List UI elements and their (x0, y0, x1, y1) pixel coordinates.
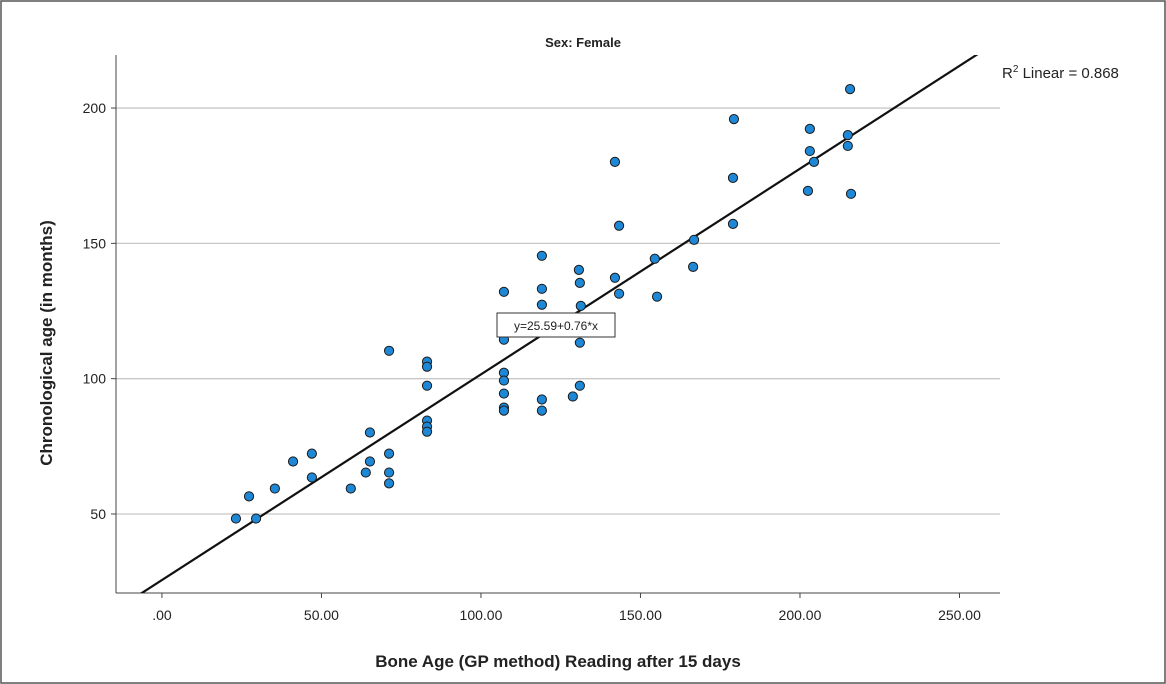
point (421, 361, 433, 372)
point (536, 250, 547, 261)
point (802, 185, 814, 196)
point (609, 156, 621, 167)
point (498, 286, 510, 297)
y-tick-label: 100 (83, 371, 107, 387)
point (230, 513, 242, 524)
point (575, 300, 586, 311)
point (383, 478, 395, 489)
r2-base: R (1002, 65, 1013, 82)
point (250, 513, 262, 524)
point (727, 172, 739, 183)
point (842, 130, 853, 141)
point (345, 483, 356, 494)
fit-label: y=25.59+0.76*x (514, 319, 598, 333)
point (613, 288, 625, 299)
point (287, 456, 299, 467)
point (364, 456, 376, 467)
point (498, 375, 510, 386)
point (383, 467, 395, 478)
point (728, 114, 740, 125)
point (651, 291, 663, 302)
x-tick-label: 250.00 (938, 607, 981, 623)
point (688, 234, 700, 245)
fit-label-box (496, 312, 616, 338)
r2-sup: 2 (1013, 64, 1019, 75)
point (649, 253, 660, 264)
chart-title: Sex: Female (545, 35, 621, 50)
point (574, 337, 585, 348)
point (574, 277, 585, 288)
point (364, 427, 376, 438)
y-axis-title: Chronological age (in months) (37, 220, 56, 466)
point (804, 145, 815, 157)
x-tick-label: 150.00 (619, 607, 662, 623)
point (613, 220, 625, 231)
point (567, 391, 578, 402)
point (609, 272, 621, 283)
point (306, 448, 317, 459)
point (536, 299, 547, 310)
r2-rest: Linear = 0.868 (1018, 65, 1119, 82)
point (498, 405, 510, 416)
point (808, 156, 820, 167)
y-tick-label: 200 (83, 100, 107, 116)
point (844, 83, 856, 95)
point (306, 472, 317, 483)
y-tick-label: 50 (90, 506, 106, 522)
r2-label: R2 Linear = 0.868 (1002, 64, 1119, 82)
point (383, 448, 395, 459)
point (421, 380, 433, 391)
point (845, 188, 857, 199)
point (536, 394, 547, 405)
x-tick-label: 100.00 (460, 607, 503, 623)
point (498, 388, 510, 399)
point (842, 140, 853, 152)
x-tick-label: .00 (152, 607, 172, 623)
point (574, 380, 585, 391)
x-tick-label: 200.00 (779, 607, 822, 623)
point (727, 218, 739, 229)
point (269, 483, 280, 494)
point (536, 405, 547, 416)
x-axis-title: Bone Age (GP method) Reading after 15 da… (375, 652, 741, 671)
point (360, 467, 371, 478)
point (804, 123, 815, 134)
point (383, 345, 395, 356)
point (536, 283, 547, 294)
x-tick-label: 50.00 (304, 607, 339, 623)
point (573, 264, 584, 275)
point (688, 261, 699, 272)
y-tick-label: 150 (83, 235, 107, 251)
point (243, 491, 255, 502)
point (421, 426, 433, 437)
